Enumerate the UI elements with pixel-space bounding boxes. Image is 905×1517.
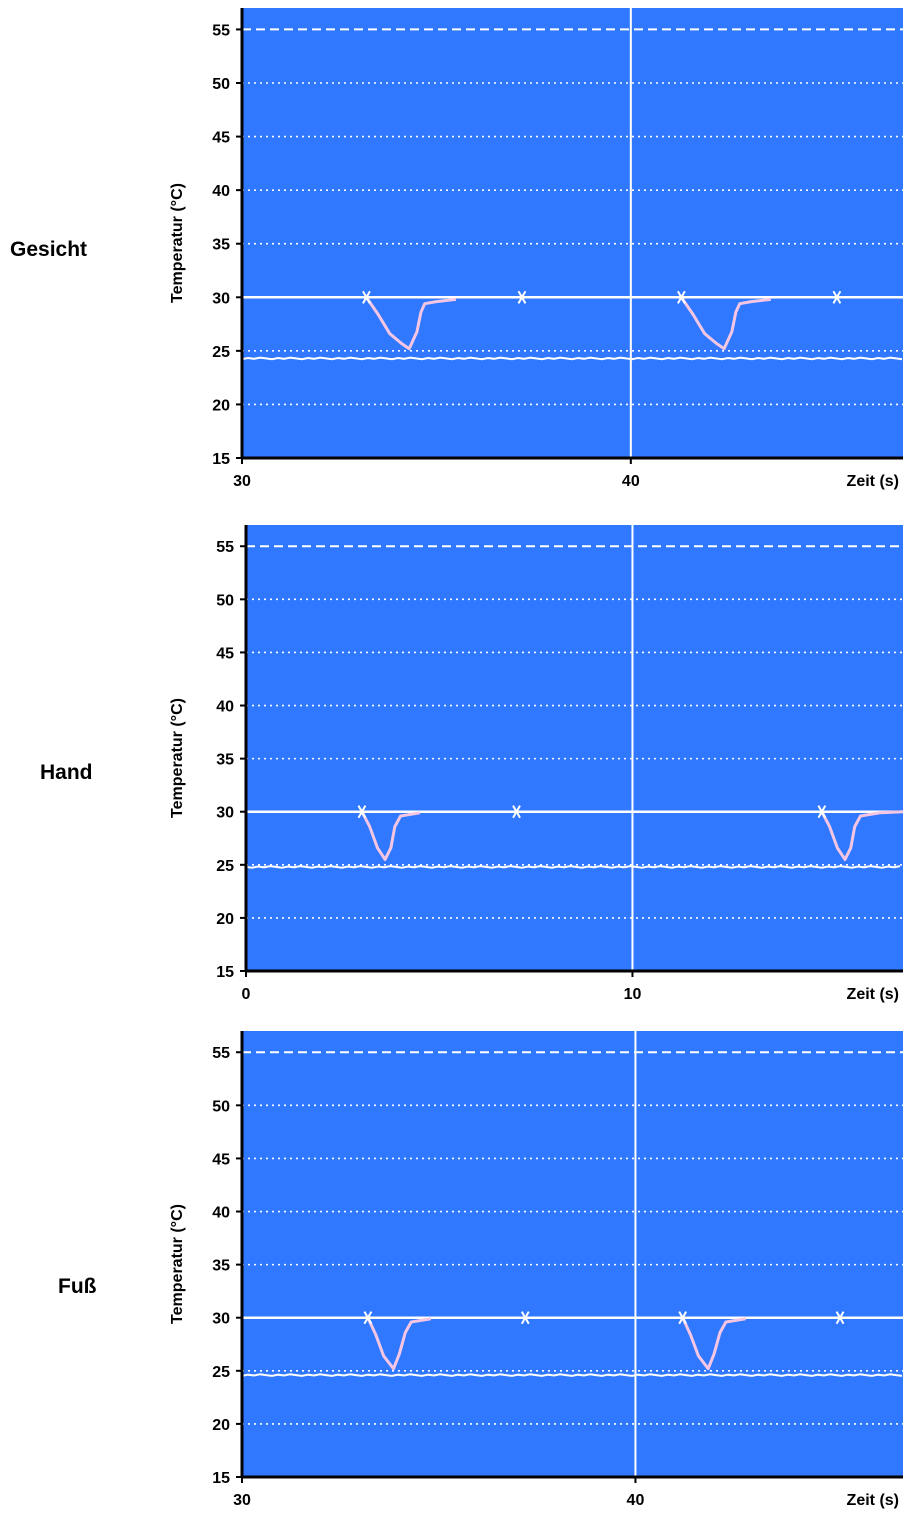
marker-0 [360, 1311, 375, 1325]
series-1-trace [681, 1317, 746, 1371]
panel-hand: Hand 15 20 25 30 35 40 45 50 55 0 10 Zeit (s) Temper… [0, 515, 905, 1020]
y-tick-label-30: 30 [216, 805, 234, 822]
y-tick-label-45: 45 [216, 645, 234, 662]
y-tick-label-50: 50 [212, 76, 230, 93]
marker-1 [509, 805, 524, 819]
y-tick-label-30: 30 [212, 1311, 230, 1328]
chart-gesicht: 15 20 25 30 35 40 45 50 55 30 40 Zeit (s) Temperatur… [169, 8, 903, 490]
y-tick-label-15: 15 [212, 1470, 230, 1487]
row-label-gesicht: Gesicht [10, 238, 88, 261]
series-0-trace [360, 811, 421, 861]
y-tick-label-55: 55 [212, 22, 230, 39]
x-tick-label-30: 30 [233, 1492, 251, 1509]
y-tick-label-20: 20 [212, 1417, 230, 1434]
x-axis-label: Zeit (s) [847, 473, 899, 490]
y-tick-label-45: 45 [212, 130, 230, 147]
marker-1 [518, 1311, 533, 1325]
y-tick-label-40: 40 [212, 183, 230, 200]
room-temp-line [241, 1373, 903, 1377]
marker-2 [675, 1311, 690, 1325]
panel-gesicht: Gesicht 15 20 25 30 35 40 45 50 55 30 40 Zeit (s) Te… [0, 0, 905, 505]
y-tick-label-20: 20 [216, 911, 234, 928]
y-tick-label-50: 50 [212, 1098, 230, 1115]
chart-hand: 15 20 25 30 35 40 45 50 55 0 10 Zeit (s) Temperatur … [169, 525, 904, 1003]
chart-fuss: 15 20 25 30 35 40 45 50 55 30 40 Zeit (s) Temperatur… [169, 1031, 903, 1509]
x-axis-label: Zeit (s) [847, 986, 899, 1003]
marker-2 [674, 290, 689, 304]
y-tick-label-35: 35 [212, 1258, 230, 1275]
y-tick-label-55: 55 [216, 539, 234, 556]
row-label-fuss: Fuß [58, 1275, 97, 1298]
y-tick-label-55: 55 [212, 1045, 230, 1062]
y-tick-label-25: 25 [212, 1364, 230, 1381]
y-tick-label-45: 45 [212, 1151, 230, 1168]
plot-area [242, 8, 903, 458]
x-axis-label: Zeit (s) [847, 1492, 899, 1509]
marker-0 [354, 805, 369, 819]
marker-3 [829, 290, 844, 304]
x-tick-label-10: 10 [624, 986, 642, 1003]
y-tick-label-25: 25 [212, 344, 230, 361]
series-0-trace [365, 296, 457, 351]
y-tick-label-50: 50 [216, 592, 234, 609]
marker-0 [359, 290, 374, 304]
plot-area [246, 525, 903, 971]
x-tick-label-30: 30 [233, 473, 251, 490]
marker-1 [514, 290, 529, 304]
room-temp-line [241, 356, 903, 361]
series-1-trace [820, 810, 904, 861]
row-label-hand: Hand [40, 761, 93, 784]
x-tick-label-40: 40 [627, 1492, 645, 1509]
y-tick-label-40: 40 [212, 1205, 230, 1222]
y-axis-label: Temperatur (°C) [169, 1204, 186, 1324]
y-tick-label-40: 40 [216, 699, 234, 716]
series-0-trace [366, 1317, 432, 1371]
y-tick-label-25: 25 [216, 858, 234, 875]
marker-2 [814, 805, 829, 819]
room-temp-line [245, 865, 901, 869]
y-tick-label-15: 15 [212, 451, 230, 468]
y-tick-label-35: 35 [212, 237, 230, 254]
y-axis-label: Temperatur (°C) [169, 183, 186, 303]
panel-fuss: Fuß 15 20 25 30 35 40 45 50 55 30 40 Zeit (s) Temper… [0, 1023, 905, 1517]
series-1-trace [680, 296, 771, 351]
y-axis-label: Temperatur (°C) [169, 698, 186, 818]
y-tick-label-30: 30 [212, 290, 230, 307]
plot-area [242, 1031, 903, 1477]
marker-3 [833, 1311, 848, 1325]
y-tick-label-20: 20 [212, 397, 230, 414]
x-tick-label-40: 40 [622, 473, 640, 490]
y-tick-label-35: 35 [216, 752, 234, 769]
x-tick-label-0: 0 [242, 986, 251, 1003]
y-tick-label-15: 15 [216, 964, 234, 981]
